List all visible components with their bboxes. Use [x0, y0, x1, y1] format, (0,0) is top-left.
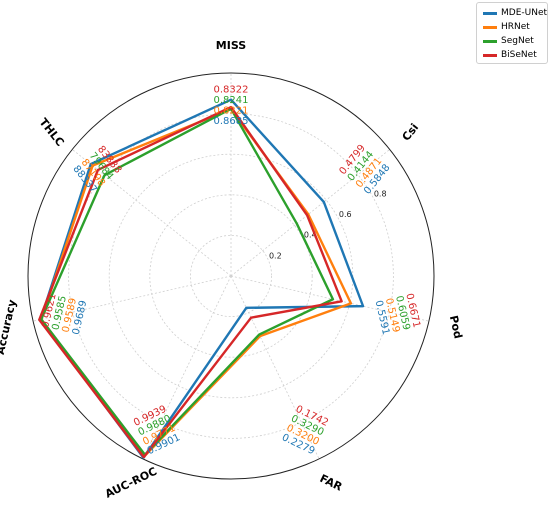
series-segnet	[40, 107, 335, 456]
legend-swatch	[483, 53, 497, 57]
legend-label: MDE-UNet	[501, 8, 548, 18]
spoke-csi	[230, 149, 390, 277]
value-label-miss: 0.8221	[214, 105, 249, 116]
legend-item-mde-unet: MDE-UNet	[483, 6, 547, 20]
series-bisenet	[38, 105, 343, 459]
radial-tick-label: 0.2	[269, 251, 282, 260]
outer-ring	[27, 72, 435, 480]
axis-label-far: FAR	[318, 472, 345, 494]
radial-tick-label: 0.4	[304, 231, 317, 240]
axis-label-thlc: THLC	[37, 116, 67, 149]
spoke-auc-roc	[142, 275, 232, 460]
grid-ring-0-2	[189, 234, 272, 317]
legend-item-segnet: SegNet	[483, 34, 534, 48]
spoke-accuracy	[33, 275, 232, 322]
grid-ring-0-8	[68, 113, 394, 439]
legend-item-bisenet: BiSeNet	[483, 48, 537, 62]
value-label-miss: 0.8685	[214, 116, 249, 127]
value-label-miss: 0.8322	[214, 84, 249, 95]
grid-ring-0-4	[149, 194, 313, 358]
legend-swatch	[483, 39, 497, 43]
axis-label-accuracy: Accuracy	[0, 298, 19, 355]
radial-tick-label: 0.6	[339, 210, 352, 219]
spoke-far	[230, 275, 320, 460]
legend-label: BiSeNet	[501, 50, 537, 60]
legend-swatch	[483, 11, 497, 15]
legend-label: SegNet	[501, 36, 534, 46]
axis-label-miss: MISS	[216, 39, 246, 52]
radial-tick-label: 0.8	[374, 189, 387, 198]
legend-label: HRNet	[501, 22, 530, 32]
legend: MDE-UNet HRNet SegNet BiSeNet	[476, 2, 548, 64]
series-mde-unet	[39, 98, 365, 459]
value-label-miss: 0.8241	[214, 95, 249, 106]
spoke-pod	[230, 275, 429, 322]
legend-item-hrnet: HRNet	[483, 20, 530, 34]
axis-label-pod: Pod	[447, 314, 465, 340]
legend-swatch	[483, 25, 497, 29]
axis-label-auc-roc: AUC-ROC	[103, 465, 159, 501]
axis-label-csi: Csi	[400, 121, 422, 143]
